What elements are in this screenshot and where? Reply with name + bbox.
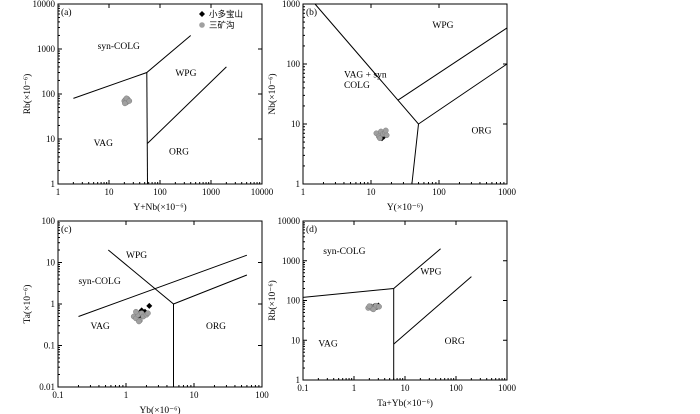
chart-panel-1: 1 10 100 1000 10000 1 10 100 1000 10000 Y+Nb(×10⁻⁶…: [22, 0, 274, 213]
field-boundary-line: [314, 3, 420, 185]
y-tick-label: 100: [42, 89, 56, 99]
x-axis-label: Y(×10⁻⁶): [387, 202, 423, 213]
field-label: WPG: [175, 69, 196, 79]
field-label: WPG: [126, 251, 147, 261]
chart-panel-4: 0.1 1 10 100 1000110100100010000Ta+Yb(×10⁻⁶)…: [267, 216, 517, 409]
field-label: ORG: [471, 126, 491, 136]
data-point-circle: [126, 98, 133, 104]
field-label: syn-COLG: [78, 277, 120, 287]
field-boundary-line: [146, 72, 148, 185]
data-point-circle: [133, 308, 139, 315]
data-point-circle: [136, 318, 142, 325]
x-axis-label: Yb(×10⁻⁶): [139, 405, 180, 414]
field-label: VAG + syn: [344, 70, 387, 80]
x-tick-label: 0.1: [52, 390, 63, 400]
x-tick-label: 1000: [202, 187, 221, 197]
field-boundary-line: [173, 274, 248, 305]
y-tick-label: 10000: [278, 216, 301, 226]
legend-marker-diamond: [199, 11, 205, 17]
field-label: VAG: [94, 139, 113, 149]
x-tick-label: 0.1: [297, 383, 308, 393]
chart-panel-2: 1 10 100 1000 1 10 100 1000 Y(×10⁻⁶) Nb(×10⁻⁶) (b)…: [267, 0, 517, 213]
field-label: VAG: [90, 322, 109, 332]
x-axis-label: Y+Nb(×10⁻⁶): [133, 202, 186, 213]
x-tick-label: 10: [401, 383, 411, 393]
y-axis-label: Rb(×10⁻⁶): [22, 74, 33, 115]
x-tick-label: 100: [255, 390, 269, 400]
field-label: WPG: [432, 21, 453, 31]
x-tick-label: 1000: [498, 383, 517, 393]
y-tick-label: 1: [51, 179, 56, 189]
y-tick-label: 10: [291, 335, 301, 345]
legend-label: 三矿沟: [209, 20, 235, 31]
y-tick-label: 0.1: [44, 341, 55, 351]
field-label: VAG: [318, 339, 337, 349]
field-boundary-line: [397, 27, 508, 101]
x-tick-label: 10000: [251, 187, 274, 197]
data-point-circle: [145, 310, 151, 317]
y-axis-label: Nb(×10⁻⁶): [267, 73, 278, 114]
y-tick-label: 10: [46, 258, 56, 268]
field-label: ORG: [445, 337, 465, 347]
y-tick-label: 100: [287, 59, 301, 69]
x-tick-label: 1: [301, 187, 306, 197]
x-tick-label: 100: [449, 383, 463, 393]
y-tick-label: 1: [51, 299, 56, 309]
panel-tag: (b): [306, 7, 317, 18]
data-point-circle: [366, 303, 373, 310]
data-point-circle: [383, 132, 390, 139]
plot-frame: [302, 220, 508, 381]
plot-frame: [302, 3, 508, 185]
y-tick-label: 1000: [282, 256, 301, 266]
x-tick-label: 10: [367, 187, 377, 197]
plot-frame: [57, 220, 263, 388]
legend-marker-circle: [199, 22, 205, 28]
x-tick-label: 1: [56, 187, 61, 197]
x-tick-label: 100: [432, 187, 446, 197]
field-label: COLG: [344, 81, 370, 91]
data-point-circle: [376, 303, 382, 310]
field-boundary-line: [418, 63, 508, 125]
data-point-circle: [370, 306, 377, 313]
y-tick-label: 1000: [37, 44, 56, 54]
y-tick-label: 1000: [282, 0, 301, 9]
y-tick-label: 1: [296, 375, 301, 385]
x-tick-label: 100: [153, 187, 167, 197]
y-tick-label: 10000: [33, 0, 56, 9]
legend-label: 小多宝山: [209, 9, 243, 20]
y-axis-label: Ta(×10⁻⁶): [22, 285, 33, 324]
panel-tag: (d): [306, 224, 317, 235]
field-boundary-line: [393, 276, 472, 345]
field-boundary-line: [78, 254, 248, 317]
y-tick-label: 0.01: [39, 382, 55, 392]
field-label: WPG: [420, 268, 441, 278]
y-axis-label: Rb(×10⁻⁶): [267, 280, 278, 321]
data-point-circle: [377, 135, 383, 142]
chart-panel-3: 0.1 1 10 1000.010.1110100Yb(×10⁻⁶)Ta(×10⁻⁶)…: [22, 216, 269, 414]
x-tick-label: 1: [352, 383, 357, 393]
panel-tag: (c): [61, 224, 72, 235]
x-axis-label: Ta+Yb(×10⁻⁶): [377, 398, 433, 409]
data-point-circle: [382, 127, 389, 134]
field-label: syn-COLG: [323, 247, 365, 257]
field-label: ORG: [206, 322, 226, 332]
y-tick-label: 100: [42, 216, 56, 226]
x-tick-label: 10: [105, 187, 115, 197]
x-tick-label: 1000: [498, 187, 517, 197]
plot-frame: [57, 3, 263, 185]
y-tick-label: 10: [291, 119, 301, 129]
field-label: ORG: [169, 148, 189, 158]
field-boundary-line: [147, 66, 227, 144]
field-label: syn-COLG: [98, 42, 140, 52]
data-point-diamond: [146, 302, 153, 309]
y-tick-label: 10: [46, 134, 56, 144]
x-tick-label: 10: [190, 390, 200, 400]
y-tick-label: 100: [287, 296, 301, 306]
panel-tag: (a): [61, 7, 72, 18]
x-tick-label: 1: [124, 390, 129, 400]
y-tick-label: 1: [296, 179, 301, 189]
